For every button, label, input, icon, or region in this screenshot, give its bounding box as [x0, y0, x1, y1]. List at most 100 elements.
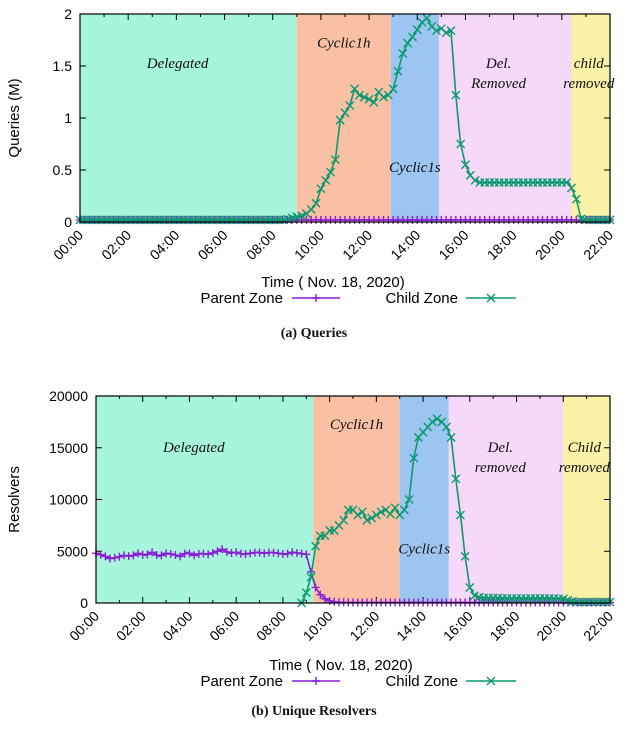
y-tick-label: 0	[80, 595, 88, 611]
region-label-1: Cyclic1h	[330, 417, 383, 433]
x-tick-label: 00:00	[50, 227, 86, 263]
x-tick-label: 18:00	[484, 227, 520, 263]
region-label-0: Delegated	[162, 440, 225, 456]
region-label-1: Cyclic1h	[317, 35, 370, 51]
legend-label-child: Child Zone	[385, 673, 458, 690]
region-label-4: Child removed	[559, 440, 611, 476]
x-tick-label: 16:00	[440, 608, 476, 644]
region-2	[399, 396, 449, 603]
x-tick-label: 04:00	[146, 227, 182, 263]
series-marker-0	[204, 550, 213, 559]
series-marker-1	[326, 167, 336, 177]
y-tick-label: 0.5	[53, 162, 73, 178]
series-marker-1	[316, 184, 326, 194]
series-marker-0	[302, 550, 311, 559]
series-marker-0	[218, 545, 227, 554]
series-marker-1	[451, 474, 461, 484]
x-tick-label: 04:00	[159, 608, 195, 644]
series-marker-0	[320, 594, 329, 603]
series-marker-0	[129, 551, 138, 560]
region-0	[96, 396, 314, 603]
series-marker-0	[232, 548, 241, 557]
series-marker-1	[409, 453, 419, 463]
series-marker-1	[339, 515, 349, 525]
series-marker-1	[330, 155, 340, 165]
series-marker-1	[427, 417, 437, 427]
resolvers-chart: Delegated Cyclic1h Cyclic1s Del. removed Chil…	[6, 388, 616, 690]
series-marker-1	[407, 32, 417, 42]
series-marker-0	[316, 590, 325, 599]
series-marker-0	[176, 552, 185, 561]
series-marker-1	[393, 66, 403, 76]
y-tick-label: 1	[64, 110, 72, 126]
region-1	[313, 396, 400, 603]
series-marker-1	[371, 510, 381, 520]
legend-label-child: Child Zone	[385, 290, 458, 307]
x-axis-label: Time ( Nov. 18, 2020)	[261, 274, 404, 291]
series-marker-1	[451, 90, 461, 100]
series-marker-1	[340, 108, 350, 118]
y-tick-label: 0	[64, 214, 72, 230]
series-marker-1	[403, 38, 413, 48]
x-tick-label: 14:00	[393, 608, 429, 644]
x-tick-label: 12:00	[346, 608, 382, 644]
series-marker-1	[455, 510, 465, 520]
resolvers-panel: Delegated Cyclic1h Cyclic1s Del. removed Chil…	[0, 376, 628, 729]
x-tick-label: 02:00	[113, 608, 149, 644]
series-marker-1	[311, 541, 321, 551]
x-tick-label: 06:00	[195, 227, 231, 263]
x-tick-label: 08:00	[253, 608, 289, 644]
legend-label-parent: Parent Zone	[200, 290, 283, 307]
series-marker-0	[101, 552, 110, 561]
series-marker-1	[460, 551, 470, 561]
x-tick-label: 12:00	[339, 227, 375, 263]
series-marker-1	[367, 513, 377, 523]
series-marker-1	[350, 84, 360, 94]
series-marker-1	[335, 115, 345, 125]
region-label-0: Delegated	[146, 56, 209, 72]
y-tick-label: 2	[64, 6, 72, 22]
x-tick-label: 14:00	[387, 227, 423, 263]
legend-marker-parent	[312, 677, 320, 685]
region-label-2: Cyclic1s	[398, 541, 450, 557]
y-tick-label: 15000	[49, 440, 88, 456]
series-marker-1	[301, 588, 311, 598]
series-marker-1	[354, 90, 364, 100]
series-marker-0	[171, 551, 180, 560]
series-marker-1	[571, 194, 581, 204]
series-marker-1	[357, 507, 367, 517]
y-tick-label: 10000	[49, 492, 88, 508]
y-tick-label: 1.5	[53, 58, 73, 74]
series-marker-1	[460, 160, 470, 170]
region-label-3: Del. removed	[475, 440, 527, 476]
legend-marker-parent	[312, 294, 320, 302]
region-4	[563, 396, 610, 603]
series-marker-1	[399, 505, 409, 515]
series-marker-0	[283, 549, 292, 558]
x-tick-label: 22:00	[580, 608, 616, 644]
series-marker-1	[398, 49, 408, 59]
legend-label-parent: Parent Zone	[200, 673, 283, 690]
series-marker-1	[353, 510, 363, 520]
series-marker-1	[432, 26, 442, 36]
series-marker-0	[311, 583, 320, 592]
region-2	[390, 14, 439, 222]
legend-marker-child	[486, 676, 496, 686]
series-marker-1	[379, 92, 389, 102]
legend-marker-child	[486, 293, 496, 303]
x-tick-label: 06:00	[206, 608, 242, 644]
series-marker-0	[213, 547, 222, 556]
series-marker-1	[446, 432, 456, 442]
x-tick-label: 02:00	[98, 227, 134, 263]
x-tick-label: 10:00	[291, 227, 327, 263]
series-marker-1	[306, 572, 316, 582]
x-tick-label: 16:00	[435, 227, 471, 263]
series-marker-1	[359, 92, 369, 102]
series-marker-0	[134, 549, 143, 558]
x-axis-label: Time ( Nov. 18, 2020)	[269, 657, 412, 674]
series-marker-0	[185, 549, 194, 558]
series-marker-1	[345, 101, 355, 111]
series-marker-1	[362, 515, 372, 525]
region-3	[438, 14, 572, 222]
series-marker-1	[470, 175, 480, 185]
